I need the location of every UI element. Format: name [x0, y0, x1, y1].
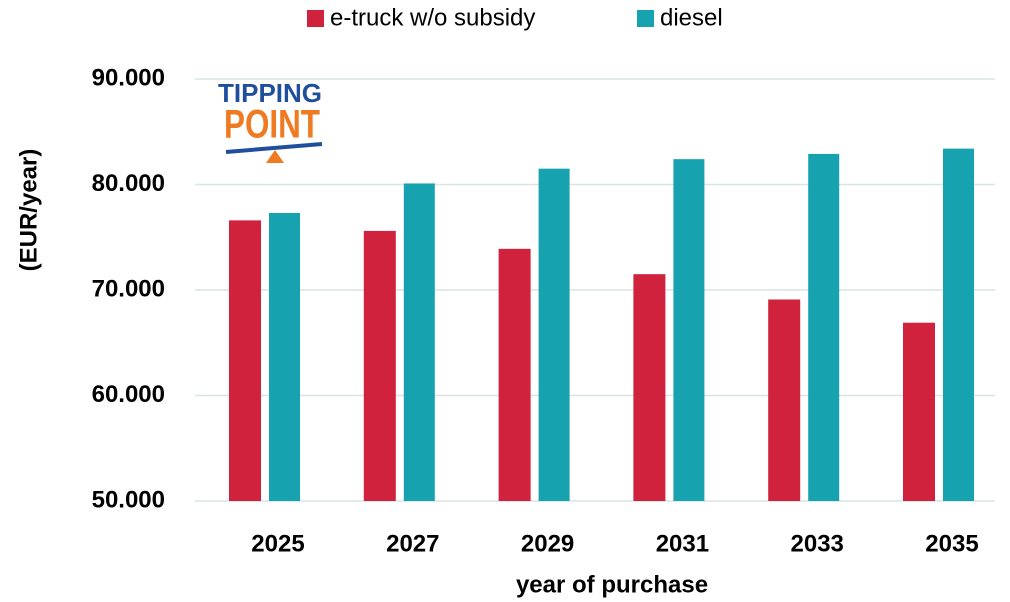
logo-pivot: [266, 150, 284, 163]
y-tick-label: 60.000: [92, 381, 165, 408]
logo: TIPPING POINT: [218, 78, 323, 163]
x-tick-label: 2033: [791, 530, 844, 557]
bar: [403, 183, 435, 501]
legend-swatch: [637, 10, 654, 27]
y-tick-label: 90.000: [92, 64, 165, 91]
x-tick-label: 2035: [925, 530, 978, 557]
bar: [673, 159, 705, 501]
x-tick-label: 2027: [386, 530, 439, 557]
y-axis-title: (EUR/year): [15, 149, 42, 272]
bar: [269, 212, 300, 502]
x-tick-label: 2031: [656, 530, 709, 557]
bar: [808, 153, 840, 501]
x-tick-label: 2025: [251, 530, 304, 557]
legend-label: diesel: [660, 4, 723, 31]
y-tick-label: 70.000: [92, 275, 165, 302]
bar: [633, 274, 666, 501]
legend-swatch: [307, 10, 324, 27]
logo-line1: TIPPING: [218, 78, 322, 108]
x-axis-title: year of purchase: [516, 571, 708, 598]
bar: [538, 168, 570, 502]
legend-label: e-truck w/o subsidy: [330, 4, 535, 31]
bar: [363, 230, 396, 502]
bar: [229, 220, 261, 501]
bar: [768, 299, 801, 501]
bar: [498, 248, 531, 501]
y-tick-label: 80.000: [92, 170, 165, 197]
bar: [943, 148, 974, 501]
logo-beam: [225, 142, 323, 154]
y-tick-label: 50.000: [92, 486, 165, 513]
bar: [903, 322, 935, 501]
logo-line2: POINT: [224, 103, 320, 147]
x-tick-label: 2029: [521, 530, 574, 557]
